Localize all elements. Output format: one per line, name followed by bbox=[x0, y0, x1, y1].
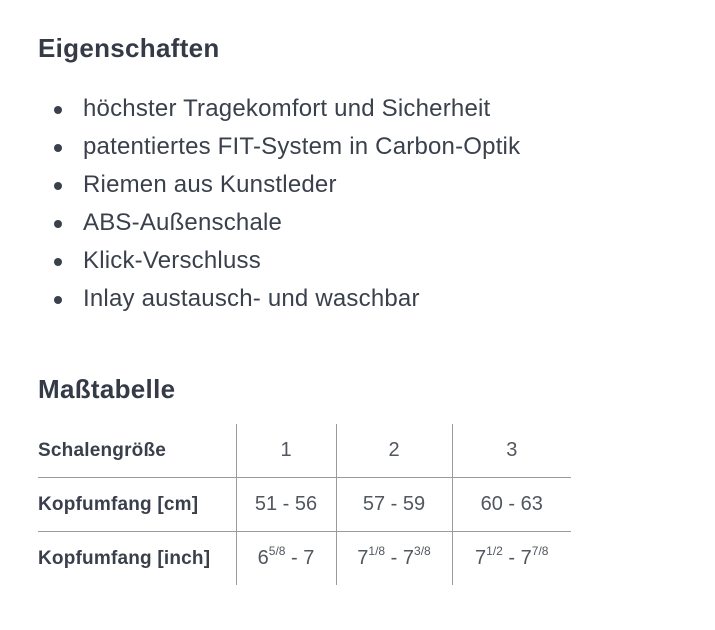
bullet-icon bbox=[54, 296, 62, 304]
bullet-icon bbox=[54, 182, 62, 190]
table-row-head-circumference-inch: Kopfumfang [inch] 65/8 - 7 71/8 - 73/8 7… bbox=[38, 531, 571, 585]
bullet-icon bbox=[54, 106, 62, 114]
feature-item: Klick-Verschluss bbox=[38, 242, 677, 280]
feature-item: höchster Tragekomfort und Sicherheit bbox=[38, 90, 677, 128]
cell-value: 51 - 56 bbox=[235, 477, 336, 532]
feature-item: ABS-Außenschale bbox=[38, 204, 677, 242]
bullet-icon bbox=[54, 258, 62, 266]
bullet-icon bbox=[54, 220, 62, 228]
cell-value: 71/8 - 73/8 bbox=[335, 531, 452, 585]
cell-value: 71/2 - 77/8 bbox=[451, 531, 571, 585]
cell-value: 60 - 63 bbox=[451, 477, 571, 532]
size-table: Schalengröße 1 2 3 Kopfumfang [cm] 51 - … bbox=[38, 424, 571, 585]
cell-value: 2 bbox=[335, 424, 452, 478]
row-label: Schalengröße bbox=[38, 439, 167, 461]
cell-value: 1 bbox=[235, 424, 336, 478]
feature-item: Riemen aus Kunstleder bbox=[38, 166, 677, 204]
feature-item: Inlay austausch- und waschbar bbox=[38, 280, 677, 318]
cell-value: 57 - 59 bbox=[335, 477, 452, 532]
table-row-head-circumference-cm: Kopfumfang [cm] 51 - 56 57 - 59 60 - 63 bbox=[38, 477, 571, 532]
features-list: höchster Tragekomfort und Sicherheit pat… bbox=[38, 90, 677, 318]
feature-item-text: Inlay austausch- und waschbar bbox=[83, 285, 420, 312]
feature-item-text: Klick-Verschluss bbox=[83, 247, 261, 274]
feature-item-text: Riemen aus Kunstleder bbox=[83, 171, 337, 198]
feature-item-text: patentiertes FIT-System in Carbon-Optik bbox=[83, 133, 521, 160]
feature-item: patentiertes FIT-System in Carbon-Optik bbox=[38, 128, 677, 166]
row-label: Kopfumfang [inch] bbox=[38, 531, 236, 585]
feature-item-text: höchster Tragekomfort und Sicherheit bbox=[83, 95, 491, 122]
feature-item-text: ABS-Außenschale bbox=[83, 209, 283, 236]
table-row-shell-size: Schalengröße 1 2 3 bbox=[38, 424, 571, 478]
size-table-heading: Maßtabelle bbox=[38, 374, 176, 404]
row-label: Kopfumfang [cm] bbox=[38, 477, 236, 532]
bullet-icon bbox=[54, 144, 62, 152]
cell-value: 65/8 - 7 bbox=[235, 531, 336, 585]
cell-value: 3 bbox=[451, 424, 571, 478]
features-heading: Eigenschaften bbox=[38, 33, 220, 63]
